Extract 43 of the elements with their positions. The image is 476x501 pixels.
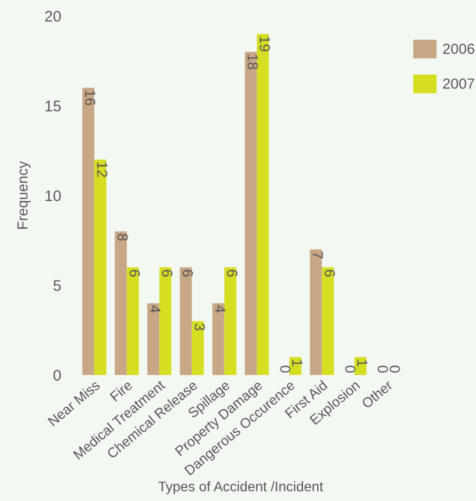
data-label: 6 <box>162 270 172 277</box>
data-label: 6 <box>182 270 193 277</box>
data-label: 3 <box>194 324 205 330</box>
data-label: 6 <box>324 270 335 277</box>
bar <box>310 249 322 375</box>
bar <box>82 88 94 375</box>
bar <box>126 267 139 375</box>
data-label: 0 <box>390 366 400 373</box>
data-label: 18 <box>248 54 258 70</box>
data-label: 6 <box>227 270 238 277</box>
bar <box>244 52 257 375</box>
y-tick-label: 15 <box>46 100 61 112</box>
y-tick-label: 10 <box>46 190 61 202</box>
data-label: 7 <box>312 252 323 259</box>
bar <box>224 267 236 375</box>
data-label: 4 <box>215 305 226 313</box>
data-label: 1 <box>357 360 368 366</box>
legend-label: 2007 <box>443 78 474 89</box>
bar <box>94 160 106 375</box>
y-tick-label: 5 <box>54 280 61 291</box>
data-label: 0 <box>280 366 290 373</box>
data-label: 19 <box>260 36 270 52</box>
y-axis-title: Frequency <box>17 161 31 229</box>
data-label: 4 <box>150 305 160 313</box>
data-label: 0 <box>345 366 356 373</box>
bar <box>114 231 127 375</box>
bar <box>212 303 224 375</box>
y-tick-label: 0 <box>54 370 61 381</box>
data-label: 1 <box>292 360 302 366</box>
bar <box>192 321 204 375</box>
data-label: 0 <box>378 366 388 373</box>
bar <box>180 267 192 375</box>
data-label: 12 <box>97 162 108 177</box>
data-label: 6 <box>130 270 140 277</box>
data-label: 8 <box>118 234 128 241</box>
bar <box>159 267 172 375</box>
bar <box>147 303 160 375</box>
data-label: 16 <box>85 90 96 106</box>
bar <box>322 267 334 375</box>
legend-label: 2006 <box>443 44 474 54</box>
y-tick-label: 20 <box>45 10 61 22</box>
x-axis-title: Types of Accident /Incident <box>158 481 324 494</box>
bar <box>256 34 269 375</box>
